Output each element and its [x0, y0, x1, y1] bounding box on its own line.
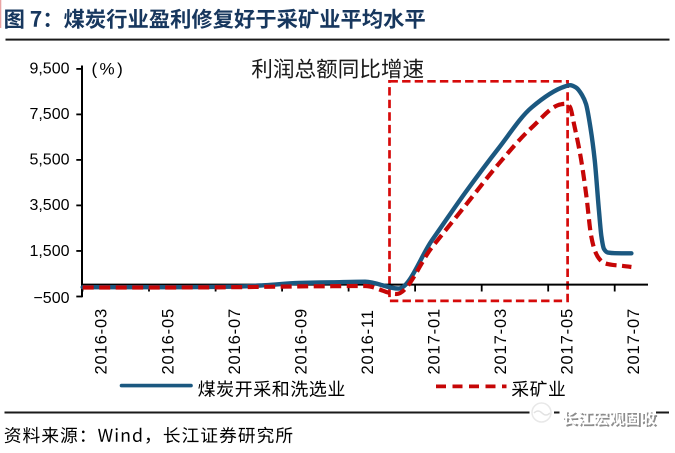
svg-text:2017-05: 2017-05 — [558, 308, 576, 375]
svg-text:2016-03: 2016-03 — [93, 308, 111, 375]
svg-text:2017-03: 2017-03 — [492, 308, 510, 375]
svg-text:3,500: 3,500 — [29, 197, 69, 214]
svg-text:(%): (%) — [92, 60, 126, 79]
svg-text:2017-07: 2017-07 — [625, 308, 643, 375]
svg-text:2016-05: 2016-05 — [159, 308, 177, 375]
svg-text:2016-09: 2016-09 — [292, 308, 310, 375]
svg-text:9,500: 9,500 — [29, 61, 69, 78]
svg-text:1,500: 1,500 — [29, 243, 69, 260]
svg-text:2017-01: 2017-01 — [425, 308, 443, 375]
svg-text:5,500: 5,500 — [29, 152, 69, 169]
svg-text:7,500: 7,500 — [29, 106, 69, 123]
svg-text:2016-11: 2016-11 — [359, 309, 377, 374]
svg-text:−500: −500 — [33, 290, 69, 307]
svg-text:2016-07: 2016-07 — [226, 308, 244, 375]
